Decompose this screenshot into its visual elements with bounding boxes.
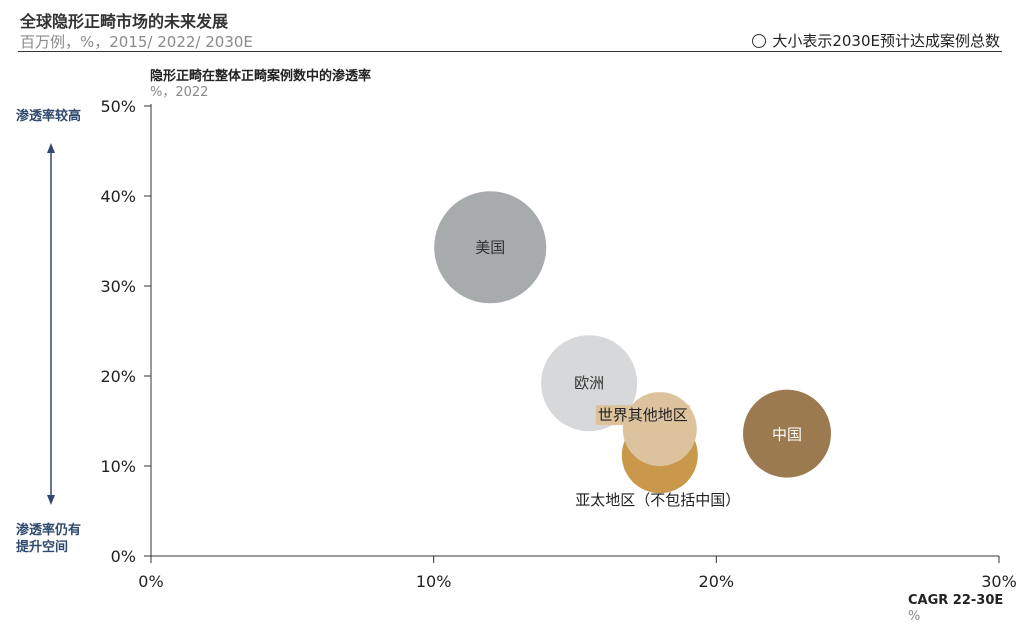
bubble-label: 美国 <box>475 238 505 256</box>
y-axis-title: 隐形正畸在整体正畸案例数中的渗透率 <box>150 69 372 84</box>
x-axis-subtitle: % <box>908 609 921 624</box>
penetration-arrow <box>47 143 55 505</box>
high-penetration-label: 渗透率较高 <box>16 109 82 124</box>
y-tick-label: 0% <box>111 547 136 566</box>
circle-legend-icon <box>752 33 767 48</box>
low-penetration-label: 渗透率仍有 提升空间 <box>16 522 81 556</box>
y-tick-label: 20% <box>100 367 136 386</box>
x-ticks: 0% 10% 20% 30% <box>138 556 1017 591</box>
bubble-label: 世界其他地区 <box>598 406 688 424</box>
bubble-label-bg <box>595 405 690 426</box>
y-tick-label: 30% <box>100 277 136 296</box>
y-axis-subtitle: %，2022 <box>150 85 209 100</box>
chart-title: 全球隐形正畸市场的未来发展 <box>20 12 229 31</box>
bubble <box>622 392 697 467</box>
x-axis-title: CAGR 22-30E <box>908 593 1004 608</box>
size-legend-text: 大小表示2030E预计达成案例总数 <box>772 32 1000 50</box>
bubble-label: 欧洲 <box>574 374 604 392</box>
x-tick-label: 10% <box>416 572 452 591</box>
y-tick-label: 10% <box>100 457 136 476</box>
bubbles <box>434 191 831 494</box>
y-tick-label: 40% <box>100 187 136 206</box>
chart-subtitle: 百万例，%，2015/ 2022/ 2030E <box>20 33 253 51</box>
low-penetration-line1: 渗透率仍有 <box>16 523 82 538</box>
y-ticks: 0% 10% 20% 30% 40% 50% <box>100 97 151 566</box>
low-penetration-line2: 提升空间 <box>16 540 69 555</box>
bubble-label: 中国 <box>772 426 802 444</box>
header-divider <box>18 51 1002 52</box>
axes <box>150 104 999 557</box>
y-tick-label: 50% <box>100 97 136 116</box>
bubble-label: 亚太地区（不包括中国） <box>575 491 740 509</box>
x-tick-label: 30% <box>981 572 1017 591</box>
x-tick-label: 0% <box>138 572 163 591</box>
bubble <box>743 389 831 478</box>
x-tick-label: 20% <box>699 572 735 591</box>
bubble <box>434 191 547 304</box>
size-legend: 大小表示2030E预计达成案例总数 <box>752 30 1000 51</box>
